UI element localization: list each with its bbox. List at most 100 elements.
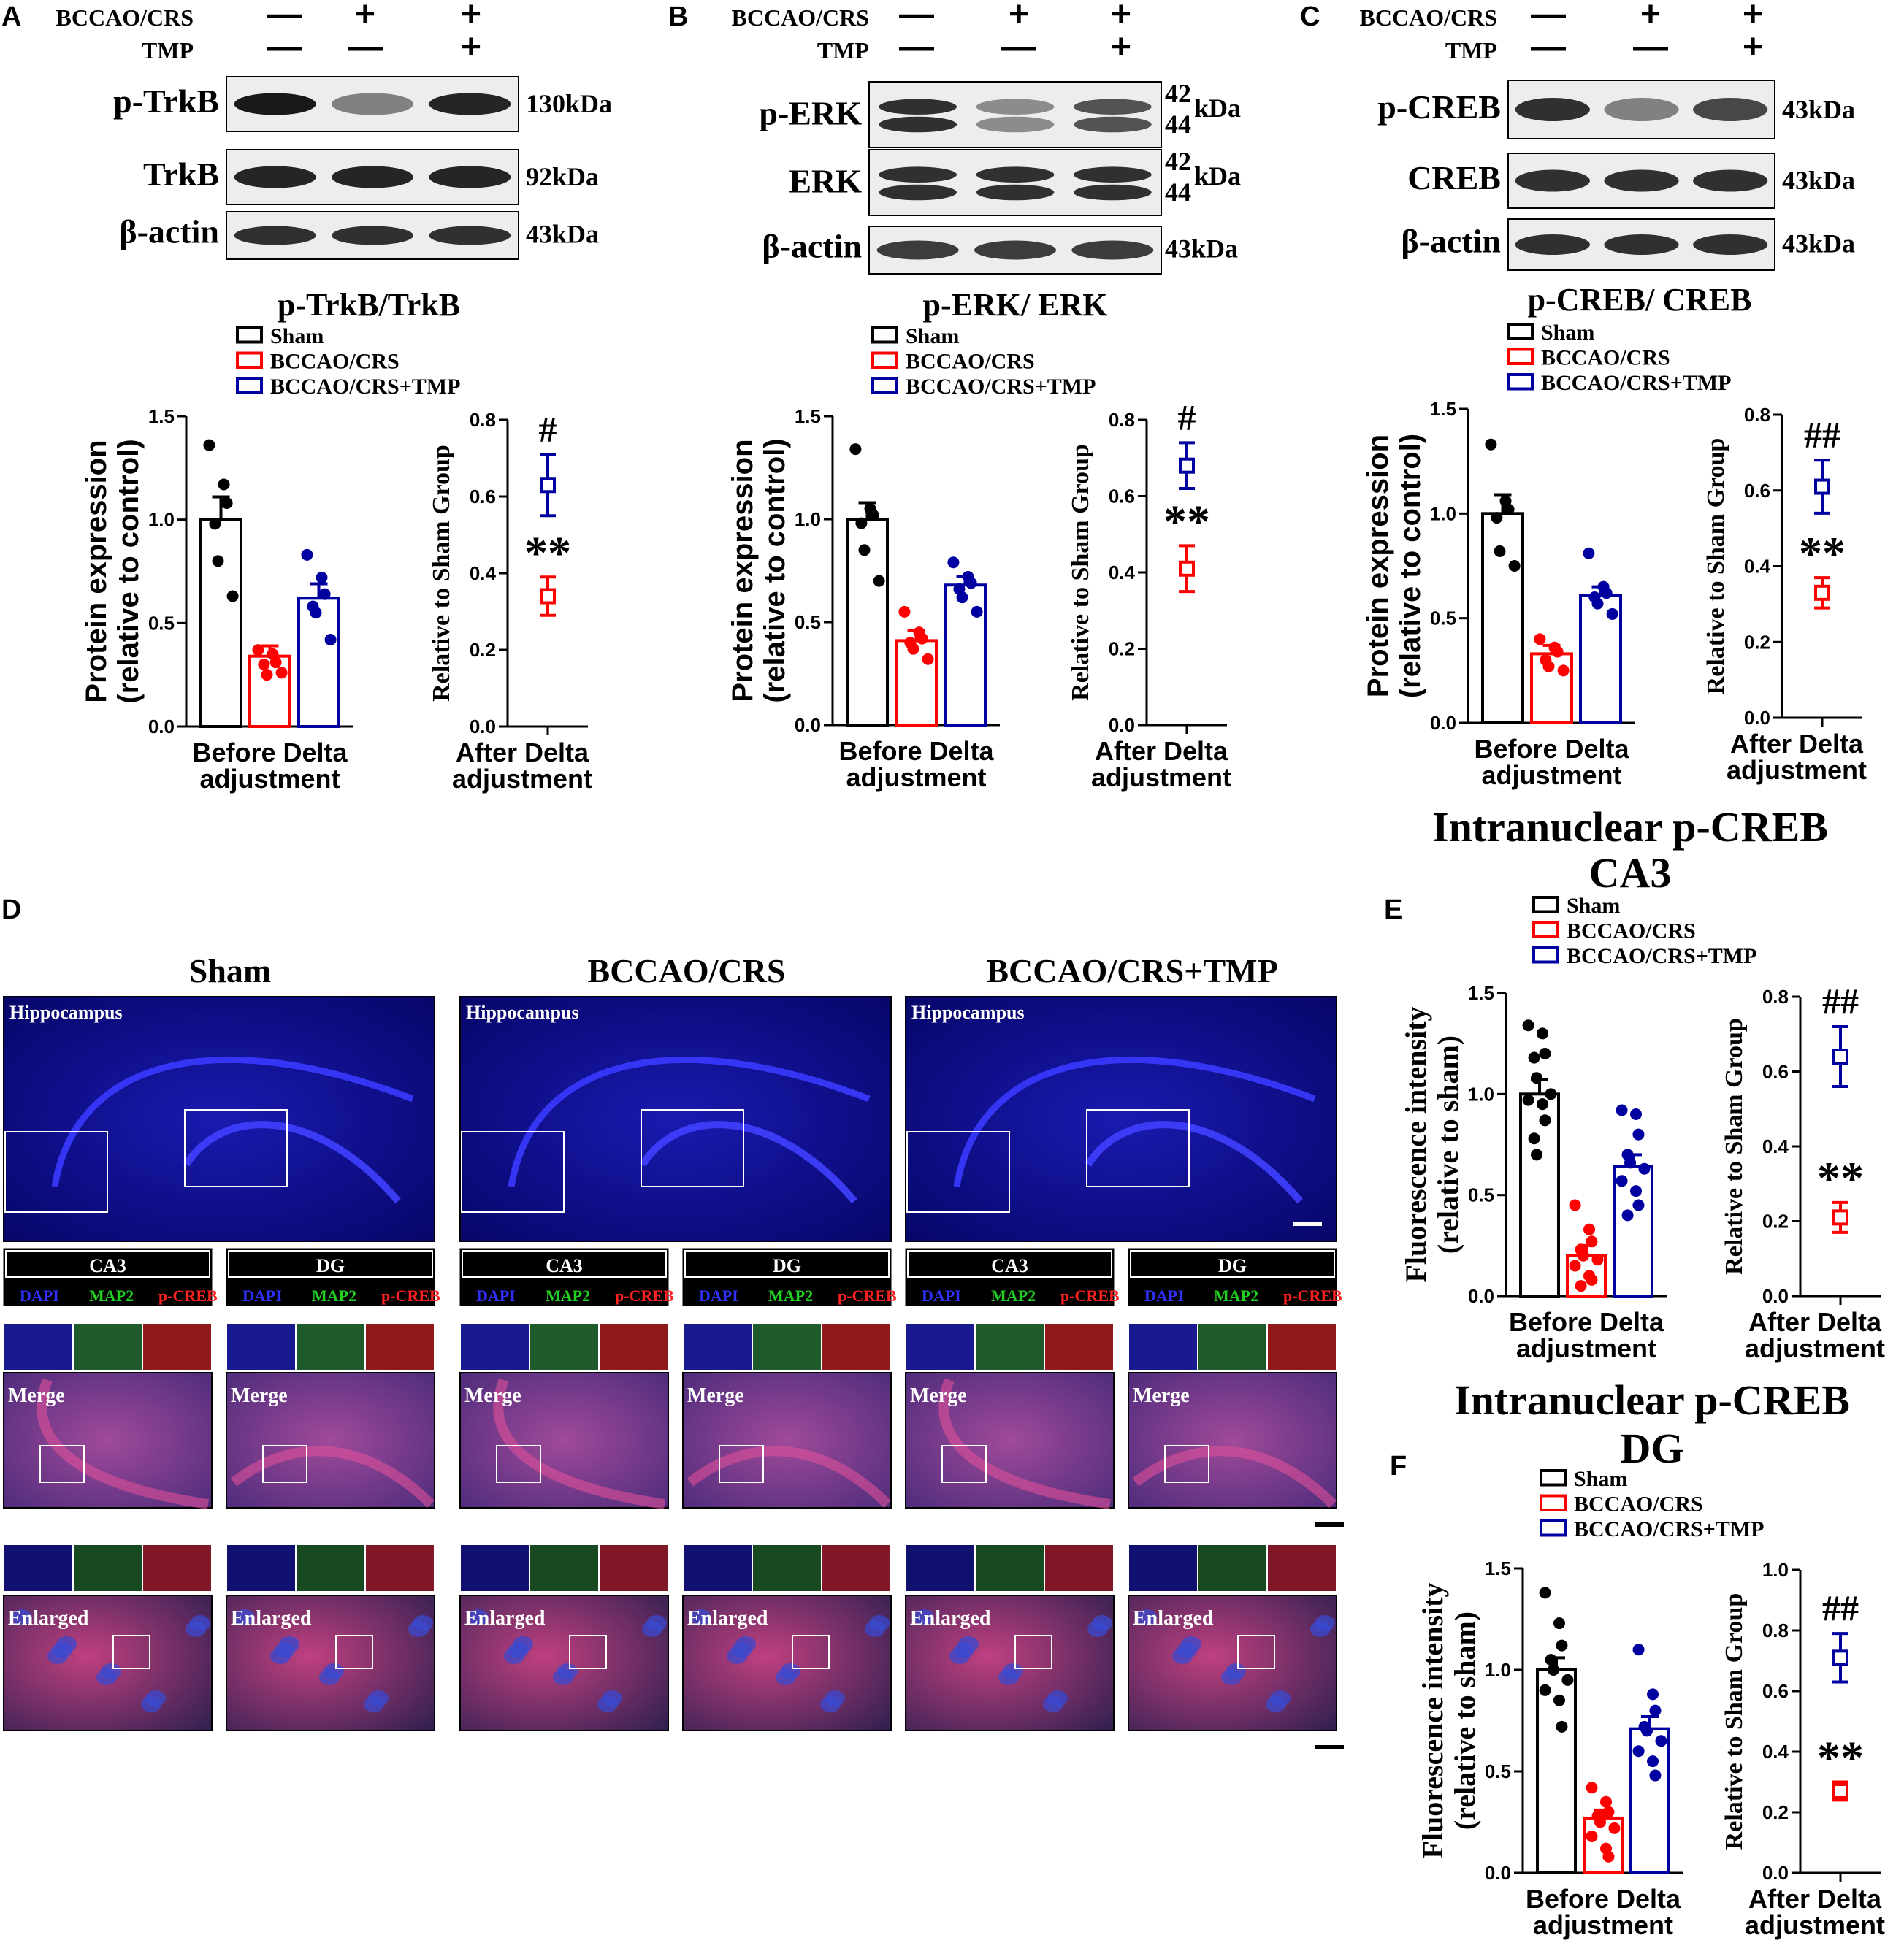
- data-point: [1608, 1822, 1621, 1834]
- condition-label: TMP: [142, 37, 194, 64]
- zoom-box: [1164, 1445, 1209, 1483]
- data-point: [1485, 438, 1497, 451]
- blot-CREB: [1507, 153, 1775, 209]
- cell-layer: [37, 1378, 209, 1509]
- data-point: [221, 497, 233, 509]
- significance-star: **: [1817, 1732, 1864, 1784]
- stain-label: p-CREB: [615, 1287, 674, 1305]
- legend-swatch: [871, 326, 898, 344]
- delta-x-axis-label: After Delta adjustment: [1091, 736, 1231, 792]
- data-point: [1545, 1088, 1557, 1100]
- channel-thumbnail: [3, 1322, 74, 1371]
- condition-mark: +: [461, 0, 481, 34]
- data-point: [1600, 587, 1613, 599]
- y-tick-label: 0.0: [1762, 1862, 1789, 1884]
- panel-E-title: Intranuclear p-CREB: [1432, 803, 1828, 851]
- channel-thumbnail: [905, 1322, 976, 1371]
- blot-band: [1693, 169, 1768, 192]
- y-tick-label: 0.2: [1109, 638, 1135, 660]
- nucleus: [1043, 1696, 1063, 1712]
- enlarged-image: [459, 1595, 669, 1731]
- enlarged-channel-thumbnail: [226, 1544, 297, 1592]
- channel-thumbnail: [142, 1322, 213, 1371]
- panel-E-subtitle: CA3: [1589, 849, 1672, 897]
- blot-frame: [868, 149, 1162, 216]
- data-point: [275, 667, 288, 679]
- region-label: CA3: [991, 1255, 1028, 1276]
- enlarged-channel-thumbnail: [821, 1544, 892, 1592]
- y-tick-label: 1.0: [1468, 1083, 1494, 1105]
- condition-mark: —: [1001, 28, 1036, 66]
- chart-E-delta: 0.0 0.2 0.4 0.6 0.8 ## ** Relative to Sham Grou…: [1721, 981, 1885, 1363]
- y-tick-label: 1.0: [795, 508, 821, 530]
- band-label: p-CREB: [1377, 88, 1501, 126]
- blot-β-actin: [1507, 218, 1775, 271]
- blot-p-CREB: [1507, 80, 1775, 139]
- legend-entry-sham: Sham: [270, 324, 324, 348]
- data-point: [203, 439, 215, 451]
- band-label: β-actin: [1401, 223, 1501, 260]
- data-point: [858, 544, 871, 556]
- data-point: [1551, 645, 1564, 658]
- data-point: [1594, 1816, 1606, 1828]
- data-point: [1569, 1199, 1581, 1211]
- y-tick-label: 1.5: [1430, 398, 1456, 420]
- nucleus: [1136, 1609, 1157, 1625]
- legend-swatch: [236, 326, 263, 344]
- data-point: [1591, 1254, 1604, 1266]
- data-point: [1528, 1051, 1540, 1064]
- condition-mark: —: [267, 28, 302, 66]
- y-tick-label: 0.5: [795, 611, 821, 633]
- blot-frame: [868, 81, 1162, 148]
- data-point: [867, 509, 879, 521]
- cell-layer: [1132, 1446, 1337, 1508]
- zoom-box: [941, 1445, 987, 1483]
- chart-A-delta: 0.0 0.2 0.4 0.6 0.8 # ** Relative to Sham Group…: [428, 408, 592, 794]
- data-point: [1632, 1199, 1645, 1211]
- data-point: [1522, 1019, 1534, 1032]
- delta-x-axis-label: After Delta adjustment: [1745, 1884, 1885, 1940]
- legend-entry-model: BCCAO/CRS: [1541, 346, 1670, 370]
- significance-hash: ##: [1822, 981, 1859, 1022]
- nucleus: [865, 1621, 885, 1637]
- blot-p-ERK: [868, 81, 1162, 148]
- blot-band: [974, 240, 1056, 260]
- data-point: [922, 653, 934, 665]
- band-size-top: 42: [1165, 79, 1191, 108]
- y-tick-label: 0.2: [1762, 1211, 1789, 1233]
- blot-band: [234, 166, 316, 188]
- condition-mark: —: [899, 28, 934, 66]
- legend-swatch: [1540, 1519, 1567, 1537]
- blot-band: [976, 166, 1055, 183]
- condition-mark: +: [1111, 0, 1131, 34]
- y-tick-label: 0.0: [1109, 714, 1135, 736]
- panel-F-subtitle: DG: [1621, 1425, 1684, 1472]
- y-tick-label: 0.8: [1762, 1620, 1789, 1641]
- y-tick-label: 0.6: [470, 486, 496, 507]
- data-point: [1502, 503, 1515, 515]
- y-tick-label: 0.8: [1109, 409, 1135, 431]
- y-tick-label: 0.0: [1744, 707, 1770, 729]
- y-axis-label: Fluorescence intensity(relative to sham): [1399, 1006, 1464, 1282]
- y-tick-label: 0.5: [1430, 607, 1456, 629]
- blot-band: [976, 116, 1055, 133]
- group-title-0: Sham: [189, 952, 271, 989]
- enlarged-image: [3, 1595, 213, 1731]
- data-point: [1531, 1149, 1542, 1161]
- data-point: [1624, 1157, 1636, 1169]
- data-point: [898, 605, 911, 618]
- legend-entry-model: BCCAO/CRS: [906, 350, 1035, 374]
- legend-swatch: [1540, 1469, 1567, 1487]
- hippocampus-image: [3, 996, 435, 1242]
- enlarged-channel-thumbnail: [682, 1544, 753, 1592]
- nucleus: [949, 1648, 970, 1664]
- group-title-1: BCCAO/CRS: [588, 952, 786, 989]
- region-label: CA3: [89, 1255, 126, 1276]
- delta-treat-point: [1832, 1049, 1848, 1065]
- blot-band: [1074, 184, 1152, 201]
- condition-mark: —: [1633, 28, 1668, 66]
- dentate-gyrus: [1085, 1121, 1303, 1204]
